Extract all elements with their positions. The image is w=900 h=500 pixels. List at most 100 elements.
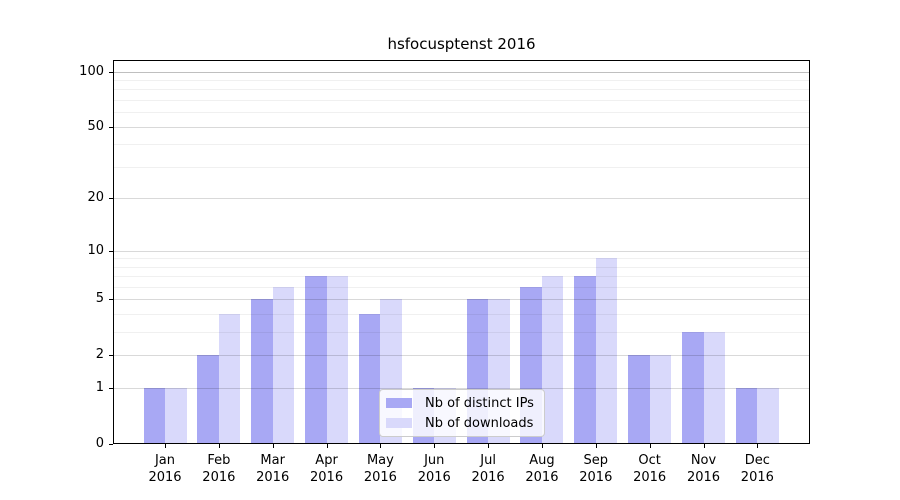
y-tick-mark <box>109 444 113 445</box>
y-tick-mark <box>109 126 113 128</box>
x-tick-label: Aug 2016 <box>515 452 569 486</box>
legend-item: Nb of downloads <box>386 416 544 431</box>
bar-distinct-ips-jan <box>143 388 165 444</box>
bar-downloads-dec <box>757 388 779 444</box>
legend-swatch <box>386 398 412 408</box>
gridline-major <box>113 250 810 252</box>
x-tick-year: 2016 <box>740 470 774 485</box>
y-tick-label: 100 <box>79 63 104 79</box>
bar-distinct-ips-nov <box>682 332 704 444</box>
x-tick-mark <box>703 444 705 448</box>
gridline-minor <box>113 266 810 268</box>
y-tick-label: 10 <box>87 242 104 258</box>
y-tick-mark <box>109 71 113 73</box>
legend-label: Nb of downloads <box>425 415 534 431</box>
x-tick-label: Oct 2016 <box>623 452 677 486</box>
x-tick-mark <box>541 444 543 448</box>
x-tick-label: Jan 2016 <box>138 452 192 486</box>
y-tick-label: 5 <box>95 291 104 307</box>
x-tick-year: 2016 <box>633 470 667 485</box>
y-tick-label: 0 <box>95 436 104 451</box>
bar-downloads-aug <box>541 276 564 444</box>
bar-downloads-sep <box>595 258 618 444</box>
gridline-minor <box>113 258 810 260</box>
gridline-major <box>113 71 810 73</box>
gridline-minor <box>113 80 810 81</box>
x-tick-month: Mar <box>260 453 285 468</box>
x-tick-label: Apr 2016 <box>300 452 354 486</box>
x-tick-month: Oct <box>638 453 661 468</box>
chart-title: hsfocusptenst 2016 <box>387 35 536 53</box>
gridline-minor <box>113 276 810 278</box>
y-tick-mark <box>109 388 113 390</box>
x-tick-month: Apr <box>315 453 338 468</box>
y-tick-mark <box>109 299 113 301</box>
x-tick-mark <box>434 444 436 448</box>
x-tick-label: Nov 2016 <box>677 452 731 486</box>
gridline-minor <box>113 112 810 114</box>
bar-distinct-ips-dec <box>735 388 758 444</box>
y-tick-label: 2 <box>95 347 104 363</box>
x-tick-year: 2016 <box>471 470 505 485</box>
x-tick-year: 2016 <box>202 470 236 485</box>
gridline-major <box>113 198 810 200</box>
x-tick-month: Dec <box>744 453 770 468</box>
x-tick-mark <box>218 444 220 448</box>
legend-swatch <box>386 418 412 428</box>
y-tick-label: 50 <box>87 118 104 134</box>
y-tick-mark <box>109 198 113 200</box>
y-tick-mark <box>109 250 113 252</box>
x-tick-month: Jul <box>480 453 496 468</box>
x-tick-month: Sep <box>583 453 609 468</box>
x-tick-label: Feb 2016 <box>192 452 246 486</box>
x-tick-label: Mar 2016 <box>246 452 300 486</box>
x-tick-month: Nov <box>690 453 717 468</box>
bar-distinct-ips-sep <box>574 276 596 444</box>
gridline-minor <box>113 144 810 146</box>
x-tick-month: Jan <box>154 453 176 468</box>
x-tick-year: 2016 <box>363 470 397 485</box>
gridline-minor <box>113 166 810 168</box>
x-tick-label: Jun 2016 <box>407 452 461 486</box>
gridline-minor <box>113 314 810 316</box>
y-tick-mark <box>109 355 113 357</box>
bar-distinct-ips-feb <box>197 355 219 444</box>
x-tick-label: Jul 2016 <box>461 452 515 486</box>
x-tick-month: May <box>366 453 394 468</box>
bar-distinct-ips-apr <box>305 276 327 444</box>
bar-downloads-jan <box>165 388 187 444</box>
x-tick-mark <box>757 444 759 448</box>
x-tick-label: May 2016 <box>353 452 407 486</box>
bar-downloads-nov <box>703 332 725 444</box>
x-tick-mark <box>488 444 490 448</box>
gridline-minor <box>113 100 810 102</box>
legend-item: Nb of distinct IPs <box>386 396 544 411</box>
x-tick-label: Sep 2016 <box>569 452 623 486</box>
x-tick-year: 2016 <box>256 470 290 485</box>
x-tick-mark <box>165 444 166 448</box>
bar-downloads-oct <box>649 355 672 444</box>
x-tick-year: 2016 <box>417 470 451 485</box>
x-tick-year: 2016 <box>148 470 182 485</box>
gridline-major <box>113 126 810 128</box>
x-tick-year: 2016 <box>310 470 344 485</box>
bar-downloads-apr <box>326 276 349 444</box>
bar-distinct-ips-mar <box>251 299 273 444</box>
x-tick-year: 2016 <box>525 470 559 485</box>
x-tick-year: 2016 <box>686 470 721 485</box>
x-tick-month: Jun <box>424 453 445 468</box>
y-tick-label: 20 <box>87 190 104 206</box>
x-tick-mark <box>272 444 274 448</box>
legend-label: Nb of distinct IPs <box>425 395 534 411</box>
x-tick-month: Aug <box>529 453 555 468</box>
bar-downloads-feb <box>218 314 241 444</box>
gridline-major <box>113 299 810 301</box>
x-tick-mark <box>649 444 651 448</box>
x-tick-year: 2016 <box>579 470 613 485</box>
bar-distinct-ips-oct <box>628 355 650 444</box>
gridline-minor <box>113 89 810 91</box>
plot-area <box>113 60 810 444</box>
x-tick-mark <box>326 444 328 448</box>
x-tick-month: Feb <box>207 453 231 468</box>
